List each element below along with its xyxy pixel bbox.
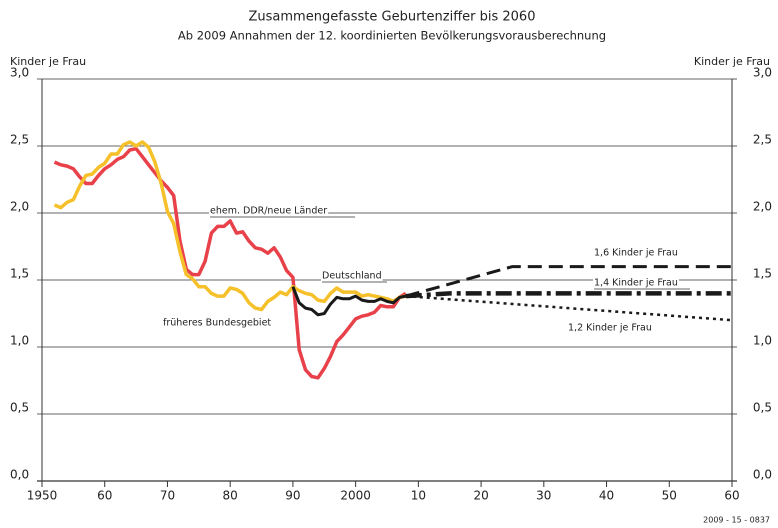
series-line (53, 146, 407, 380)
x-tick-label: 40 (599, 489, 614, 503)
y-tick-label: 1,0 (10, 334, 29, 348)
y2-tick-label: 3,0 (753, 66, 772, 80)
y2-tick-label: 1,0 (753, 334, 772, 348)
label-bg (593, 247, 679, 259)
label-bg (162, 317, 273, 329)
label-bg (567, 322, 653, 334)
series-label: früheres Bundesgebiet (163, 318, 271, 329)
y2-tick-label: 2,0 (753, 200, 772, 214)
y-tick-label: 0,0 (10, 468, 29, 482)
x-tick-label: 2000 (340, 489, 371, 503)
y2-tick-label: 1,5 (753, 267, 772, 281)
series-line (405, 294, 733, 322)
x-tick-label: 60 (724, 489, 739, 503)
y2-tick-label: 2,5 (753, 133, 772, 147)
y-tick-label: 1,5 (10, 267, 29, 281)
series-line (405, 265, 732, 298)
y-axis-label: Kinder je Frau (10, 55, 86, 68)
x-tick-label: 20 (473, 489, 488, 503)
y-tick-label: 2,5 (10, 133, 29, 147)
y2-axis-label: Kinder je Frau (694, 55, 770, 68)
y-tick-label: 2,0 (10, 200, 29, 214)
chart-subtitle: Ab 2009 Annahmen der 12. koordinierten B… (178, 29, 606, 43)
series-line (53, 140, 407, 312)
x-tick-label: 90 (285, 489, 300, 503)
series-label: ehem. DDR/neue Länder (210, 206, 327, 217)
series-line (405, 291, 732, 299)
label-bg (209, 205, 329, 217)
series-label: 1,2 Kinder je Frau (568, 323, 652, 334)
label-bg (593, 277, 679, 289)
x-tick-label: 70 (160, 489, 175, 503)
x-tick-label: 10 (411, 489, 426, 503)
series-label: Deutschland (322, 271, 382, 282)
series-label: 1,6 Kinder je Frau (594, 248, 678, 259)
x-tick-label: 50 (662, 489, 677, 503)
x-tick-label: 60 (97, 489, 112, 503)
y2-tick-label: 0,0 (753, 468, 772, 482)
x-tick-label: 30 (536, 489, 551, 503)
x-tick-label: 1950 (27, 489, 58, 503)
series-line (291, 286, 407, 317)
y-tick-label: 3,0 (10, 66, 29, 80)
source: 2009 - 15 - 0837 (703, 516, 770, 525)
label-bg (321, 270, 383, 282)
y-tick-label: 0,5 (10, 401, 29, 415)
x-tick-label: 80 (223, 489, 238, 503)
series-label: 1,4 Kinder je Frau (594, 278, 678, 289)
chart-title: Zusammengefasste Geburtenziffer bis 2060 (249, 10, 536, 25)
y2-tick-label: 0,5 (753, 401, 772, 415)
